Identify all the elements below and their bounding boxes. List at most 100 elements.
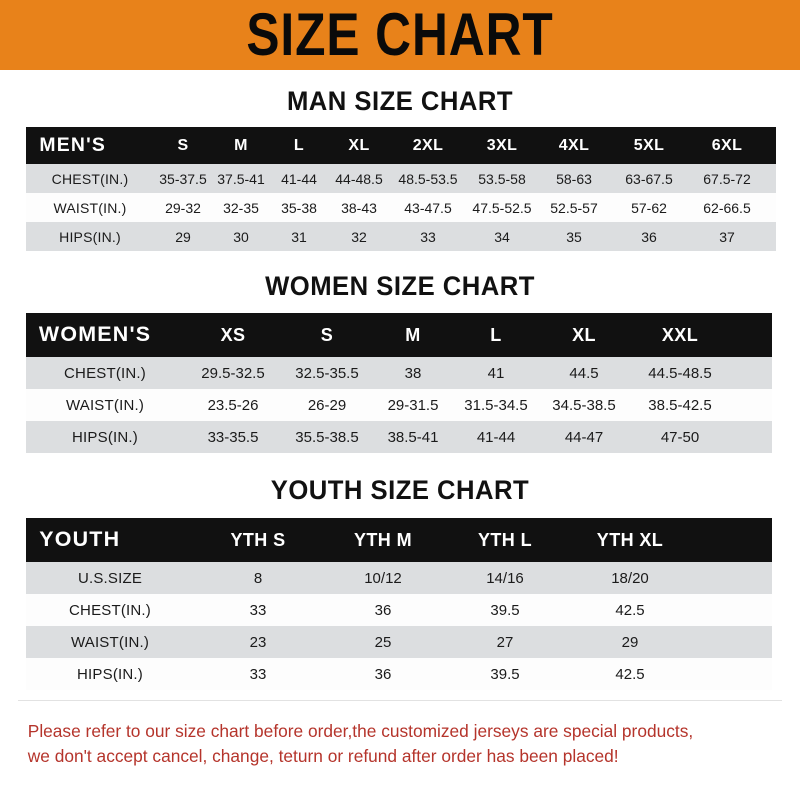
men-chest-3xl: 53.5-58 — [478, 170, 526, 187]
women-hips-s: 35.5-38.5 — [295, 428, 359, 446]
youth-size-table-wrapper: YOUTH YTH S YTH M YTH L YTH XL U.S.SIZE … — [26, 518, 772, 690]
women-chest-m: 38 — [404, 364, 422, 382]
table-row: HIPS(IN.) 29 30 31 32 33 34 35 36 37 — [26, 222, 776, 251]
youth-waist-l: 27 — [496, 633, 514, 651]
men-hips-xl: 32 — [351, 228, 367, 245]
footer-divider — [18, 700, 782, 701]
youth-chest-m: 36 — [374, 601, 392, 619]
table-row: CHEST(IN.) 35-37.5 37.5-41 41-44 44-48.5… — [26, 164, 776, 193]
men-size-table-wrapper: MEN'S S M L XL 2XL 3XL 4XL 5XL 6XL CHEST… — [26, 127, 776, 251]
youth-row-label-us-size: U.S.SIZE — [77, 569, 143, 587]
youth-chest-l: 39.5 — [490, 601, 520, 619]
women-waist-xxl: 38.5-42.5 — [648, 396, 712, 414]
men-size-header-m: M — [234, 136, 248, 154]
women-waist-m: 29-31.5 — [387, 396, 439, 414]
youth-hips-xl: 42.5 — [615, 665, 645, 683]
women-chest-s: 32.5-35.5 — [295, 364, 359, 382]
men-hips-s: 29 — [175, 228, 191, 245]
women-chest-xxl: 44.5-48.5 — [648, 364, 712, 382]
section-title-women: WOMEN SIZE CHART — [265, 271, 535, 301]
men-row-label-chest: CHEST(IN.) — [51, 170, 129, 187]
youth-chest-spacer — [694, 594, 772, 626]
men-size-header-xl: XL — [348, 136, 370, 154]
youth-row-label-chest: CHEST(IN.) — [69, 601, 151, 619]
women-row-label-hips: HIPS(IN.) — [72, 428, 138, 446]
men-chest-6xl: 67.5-72 — [703, 170, 751, 187]
men-chest-xl: 44-48.5 — [335, 170, 383, 187]
women-chest-xs: 29.5-32.5 — [201, 364, 265, 382]
section-title-man: MAN SIZE CHART — [286, 86, 514, 116]
men-waist-spacer — [766, 193, 776, 222]
men-hips-m: 30 — [233, 228, 249, 245]
men-waist-l: 35-38 — [281, 199, 317, 216]
youth-size-header-l: YTH L — [478, 529, 532, 550]
youth-hips-m: 36 — [374, 665, 392, 683]
table-row: CHEST(IN.) 29.5-32.5 32.5-35.5 38 41 44.… — [26, 357, 772, 389]
men-chest-spacer — [766, 164, 776, 193]
men-size-header-l: L — [293, 136, 305, 154]
table-row: WAIST(IN.) 23 25 27 29 — [26, 626, 772, 658]
men-chest-l: 41-44 — [281, 170, 317, 187]
youth-waist-xl: 29 — [621, 633, 639, 651]
youth-size-header-xl: YTH XL — [596, 529, 664, 550]
table-row: CHEST(IN.) 33 36 39.5 42.5 — [26, 594, 772, 626]
youth-row-label-hips: HIPS(IN.) — [77, 665, 143, 683]
men-size-header-4xl: 4XL — [558, 136, 590, 154]
men-size-header-5xl: 5XL — [633, 136, 665, 154]
men-size-header-3xl: 3XL — [486, 136, 518, 154]
women-corner-label: WOMEN'S — [38, 323, 152, 346]
youth-us-size-s: 8 — [253, 569, 263, 587]
women-size-table: WOMEN'S XS S M L XL XXL CHEST(IN.) 29.5-… — [26, 313, 772, 453]
men-waist-s: 29-32 — [165, 199, 201, 216]
women-waist-xl: 34.5-38.5 — [552, 396, 616, 414]
men-hips-3xl: 34 — [494, 228, 510, 245]
youth-us-size-spacer — [694, 562, 772, 594]
men-hips-5xl: 36 — [641, 228, 657, 245]
youth-us-size-m: 10/12 — [364, 569, 402, 587]
men-chest-m: 37.5-41 — [217, 170, 265, 187]
men-hips-spacer — [766, 222, 776, 251]
footer-disclaimer: Please refer to our size chart before or… — [4, 719, 796, 770]
youth-size-header-s: YTH S — [230, 529, 286, 550]
men-hips-2xl: 33 — [420, 228, 436, 245]
women-row-label-waist: WAIST(IN.) — [65, 396, 145, 414]
men-chest-4xl: 58-63 — [556, 170, 592, 187]
men-waist-m: 32-35 — [223, 199, 259, 216]
men-size-header-6xl: 6XL — [711, 136, 743, 154]
men-header-spacer — [766, 127, 776, 164]
women-size-header-xxl: XXL — [661, 324, 699, 345]
men-chest-2xl: 48.5-53.5 — [398, 170, 458, 187]
table-row: WAIST(IN.) 29-32 32-35 35-38 38-43 43-47… — [26, 193, 776, 222]
women-waist-l: 31.5-34.5 — [464, 396, 528, 414]
women-hips-xxl: 47-50 — [660, 428, 700, 446]
men-row-label-hips: HIPS(IN.) — [59, 228, 121, 245]
men-row-label-waist: WAIST(IN.) — [53, 199, 127, 216]
page-banner: SIZE CHART — [0, 0, 800, 70]
youth-waist-s: 23 — [249, 633, 267, 651]
women-size-header-xl: XL — [572, 324, 596, 345]
women-size-header-m: M — [405, 324, 421, 345]
men-waist-5xl: 57-62 — [631, 199, 667, 216]
men-waist-xl: 38-43 — [341, 199, 377, 216]
youth-size-table: YOUTH YTH S YTH M YTH L YTH XL U.S.SIZE … — [26, 518, 772, 690]
youth-size-header-m: YTH M — [354, 529, 412, 550]
women-size-header-s: S — [320, 324, 334, 345]
women-header-row: WOMEN'S XS S M L XL XXL — [26, 313, 772, 357]
youth-waist-spacer — [694, 626, 772, 658]
women-hips-xs: 33-35.5 — [207, 428, 259, 446]
youth-hips-s: 33 — [249, 665, 267, 683]
men-size-header-2xl: 2XL — [412, 136, 444, 154]
page-title: SIZE CHART — [246, 1, 554, 69]
youth-us-size-l: 14/16 — [486, 569, 524, 587]
men-waist-2xl: 43-47.5 — [404, 199, 452, 216]
women-hips-m: 38.5-41 — [387, 428, 439, 446]
men-hips-6xl: 37 — [719, 228, 735, 245]
youth-hips-spacer — [694, 658, 772, 690]
men-size-header-s: S — [177, 136, 189, 154]
section-title-youth: YOUTH SIZE CHART — [270, 475, 530, 505]
women-chest-l: 41 — [487, 364, 505, 382]
table-row: U.S.SIZE 8 10/12 14/16 18/20 — [26, 562, 772, 594]
men-size-table: MEN'S S M L XL 2XL 3XL 4XL 5XL 6XL CHEST… — [26, 127, 776, 251]
youth-chest-xl: 42.5 — [615, 601, 645, 619]
women-hips-spacer — [730, 421, 772, 453]
